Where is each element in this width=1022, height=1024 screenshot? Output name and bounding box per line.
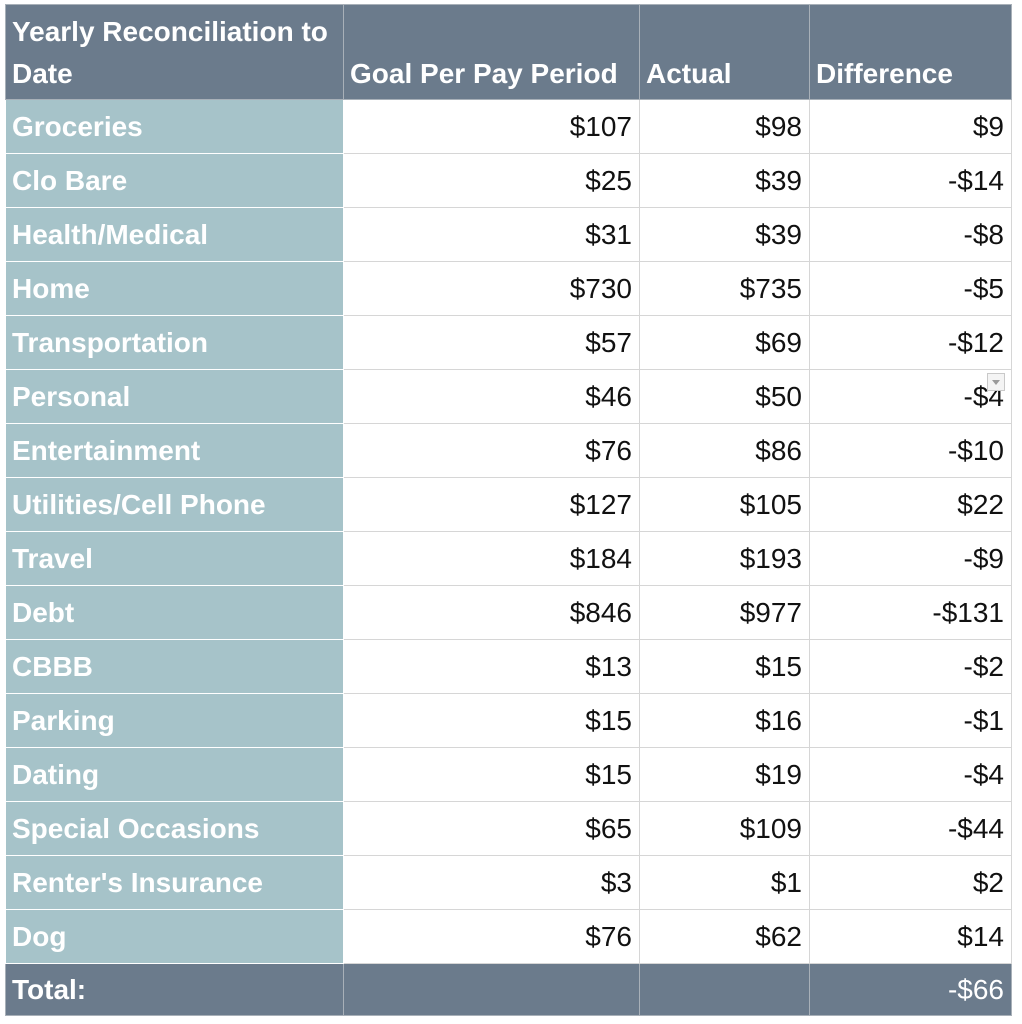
goal-cell[interactable]: $65 <box>343 801 640 856</box>
category-cell[interactable]: Utilities/Cell Phone <box>5 477 344 532</box>
reconciliation-table: Yearly Reconciliation to Date Goal Per P… <box>5 4 1012 1016</box>
goal-cell[interactable]: $46 <box>343 369 640 424</box>
table-row: CBBB $13 $15 -$2 <box>5 639 1012 694</box>
difference-cell[interactable]: $9 <box>809 99 1012 154</box>
actual-cell[interactable]: $193 <box>639 531 810 586</box>
table-row: Travel $184 $193 -$9 <box>5 531 1012 586</box>
actual-cell[interactable]: $39 <box>639 153 810 208</box>
total-difference-cell[interactable]: -$66 <box>809 963 1012 1016</box>
table-body: Groceries $107 $98 $9 Clo Bare $25 $39 -$14 Heal… <box>5 99 1012 964</box>
actual-cell[interactable]: $15 <box>639 639 810 694</box>
category-cell[interactable]: Personal <box>5 369 344 424</box>
category-cell[interactable]: Entertainment <box>5 423 344 478</box>
difference-cell[interactable]: -$44 <box>809 801 1012 856</box>
difference-cell[interactable]: -$1 <box>809 693 1012 748</box>
category-cell[interactable]: Home <box>5 261 344 316</box>
dropdown-arrow-icon[interactable] <box>987 373 1005 391</box>
header-difference[interactable]: Difference <box>809 4 1012 100</box>
goal-cell[interactable]: $3 <box>343 855 640 910</box>
actual-cell[interactable]: $977 <box>639 585 810 640</box>
goal-cell[interactable]: $25 <box>343 153 640 208</box>
goal-cell[interactable]: $107 <box>343 99 640 154</box>
difference-cell[interactable]: -$9 <box>809 531 1012 586</box>
table-row: Debt $846 $977 -$131 <box>5 585 1012 640</box>
goal-cell[interactable]: $31 <box>343 207 640 262</box>
table-row: Home $730 $735 -$5 <box>5 261 1012 316</box>
table-row: Transportation $57 $69 -$12 <box>5 315 1012 370</box>
table-row: Groceries $107 $98 $9 <box>5 99 1012 154</box>
table-row: Dating $15 $19 -$4 <box>5 747 1012 802</box>
table-row: Parking $15 $16 -$1 <box>5 693 1012 748</box>
actual-cell[interactable]: $735 <box>639 261 810 316</box>
goal-cell[interactable]: $184 <box>343 531 640 586</box>
total-goal-cell[interactable] <box>343 963 640 1016</box>
category-cell[interactable]: Travel <box>5 531 344 586</box>
difference-cell[interactable]: -$8 <box>809 207 1012 262</box>
header-actual[interactable]: Actual <box>639 4 810 100</box>
difference-cell[interactable]: $22 <box>809 477 1012 532</box>
difference-cell[interactable]: -$131 <box>809 585 1012 640</box>
goal-cell[interactable]: $15 <box>343 747 640 802</box>
category-cell[interactable]: Dog <box>5 909 344 964</box>
table-row: Health/Medical $31 $39 -$8 <box>5 207 1012 262</box>
total-actual-cell[interactable] <box>639 963 810 1016</box>
category-cell[interactable]: Clo Bare <box>5 153 344 208</box>
goal-cell[interactable]: $127 <box>343 477 640 532</box>
actual-cell[interactable]: $50 <box>639 369 810 424</box>
header-category[interactable]: Yearly Reconciliation to Date <box>5 4 344 100</box>
actual-cell[interactable]: $16 <box>639 693 810 748</box>
category-cell[interactable]: Renter's Insurance <box>5 855 344 910</box>
category-cell[interactable]: Dating <box>5 747 344 802</box>
total-row: Total: -$66 <box>5 963 1012 1016</box>
actual-cell[interactable]: $105 <box>639 477 810 532</box>
actual-cell[interactable]: $19 <box>639 747 810 802</box>
goal-cell[interactable]: $846 <box>343 585 640 640</box>
category-cell[interactable]: Parking <box>5 693 344 748</box>
category-cell[interactable]: Health/Medical <box>5 207 344 262</box>
difference-cell[interactable]: $2 <box>809 855 1012 910</box>
goal-cell[interactable]: $76 <box>343 909 640 964</box>
goal-cell[interactable]: $730 <box>343 261 640 316</box>
actual-cell[interactable]: $69 <box>639 315 810 370</box>
category-cell[interactable]: Transportation <box>5 315 344 370</box>
header-goal[interactable]: Goal Per Pay Period <box>343 4 640 100</box>
category-cell[interactable]: Groceries <box>5 99 344 154</box>
actual-cell[interactable]: $62 <box>639 909 810 964</box>
total-label[interactable]: Total: <box>5 963 344 1016</box>
difference-cell[interactable]: $14 <box>809 909 1012 964</box>
table-row: Special Occasions $65 $109 -$44 <box>5 801 1012 856</box>
goal-cell[interactable]: $15 <box>343 693 640 748</box>
goal-cell[interactable]: $76 <box>343 423 640 478</box>
category-cell[interactable]: Special Occasions <box>5 801 344 856</box>
header-row: Yearly Reconciliation to Date Goal Per P… <box>5 4 1012 100</box>
table-row: Dog $76 $62 $14 <box>5 909 1012 964</box>
actual-cell[interactable]: $86 <box>639 423 810 478</box>
table-row: Utilities/Cell Phone $127 $105 $22 <box>5 477 1012 532</box>
table-row: Personal $46 $50 -$4 <box>5 369 1012 424</box>
actual-cell[interactable]: $98 <box>639 99 810 154</box>
difference-cell[interactable]: -$4 <box>809 369 1012 424</box>
table-row: Clo Bare $25 $39 -$14 <box>5 153 1012 208</box>
difference-cell[interactable]: -$2 <box>809 639 1012 694</box>
actual-cell[interactable]: $1 <box>639 855 810 910</box>
difference-cell[interactable]: -$14 <box>809 153 1012 208</box>
difference-cell[interactable]: -$4 <box>809 747 1012 802</box>
actual-cell[interactable]: $109 <box>639 801 810 856</box>
category-cell[interactable]: Debt <box>5 585 344 640</box>
table-row: Renter's Insurance $3 $1 $2 <box>5 855 1012 910</box>
goal-cell[interactable]: $57 <box>343 315 640 370</box>
actual-cell[interactable]: $39 <box>639 207 810 262</box>
difference-cell[interactable]: -$10 <box>809 423 1012 478</box>
difference-cell[interactable]: -$12 <box>809 315 1012 370</box>
category-cell[interactable]: CBBB <box>5 639 344 694</box>
goal-cell[interactable]: $13 <box>343 639 640 694</box>
table-row: Entertainment $76 $86 -$10 <box>5 423 1012 478</box>
difference-cell[interactable]: -$5 <box>809 261 1012 316</box>
